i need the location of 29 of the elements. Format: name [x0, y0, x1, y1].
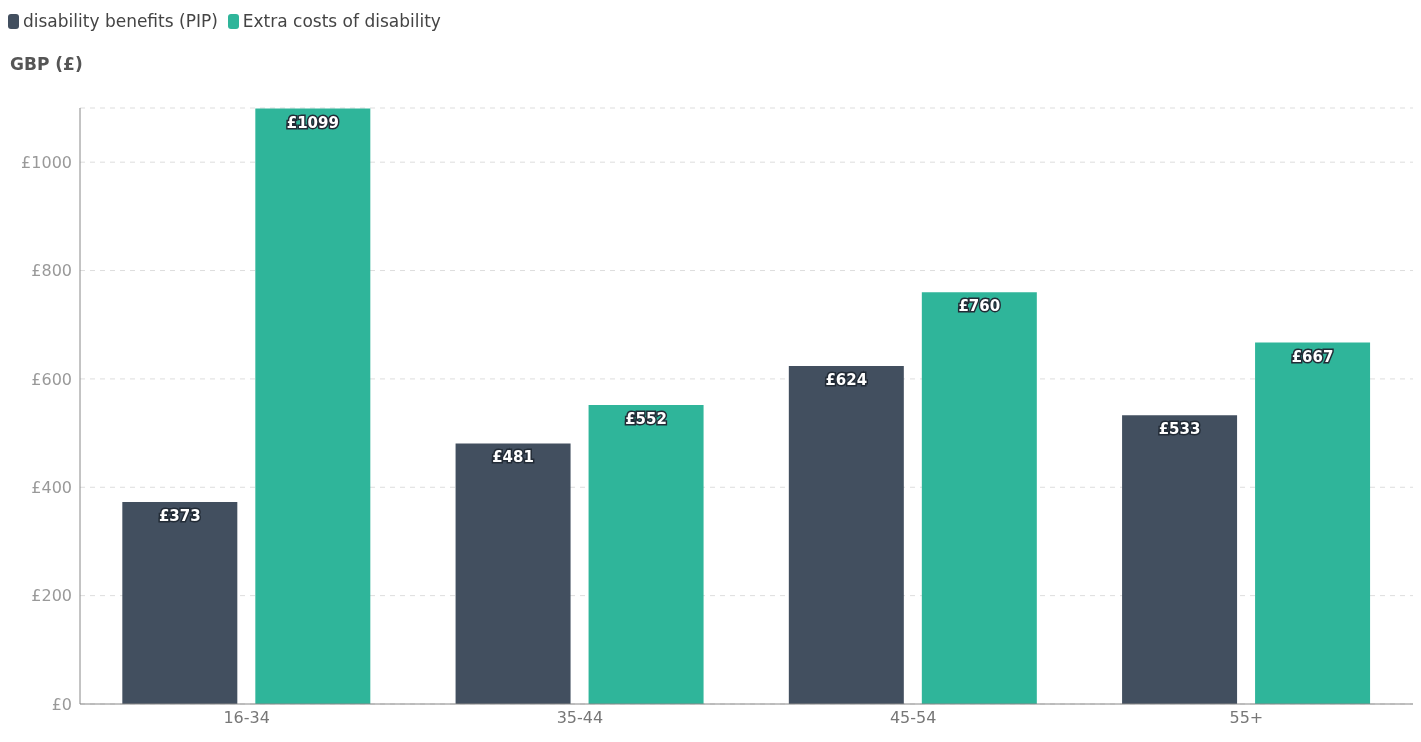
data-label: £533: [1158, 420, 1201, 439]
data-label: £624: [825, 370, 868, 389]
bar: [1255, 342, 1371, 704]
bar: [788, 365, 904, 704]
x-tick-label: 35-44: [556, 708, 604, 728]
y-tick-label: £1000: [21, 152, 72, 172]
y-tick-label: £200: [31, 586, 72, 606]
y-tick-label: £600: [31, 369, 72, 389]
bar: [921, 292, 1037, 704]
bar: [588, 404, 704, 704]
data-label: £481: [492, 448, 534, 467]
y-axis-title: GBP (£): [9, 53, 84, 76]
data-label: £1099: [286, 113, 339, 132]
data-label: £760: [958, 297, 1001, 316]
bar: [122, 501, 238, 704]
data-label: £667: [1291, 347, 1334, 366]
x-tick-label: 55+: [1229, 708, 1264, 728]
x-tick-label: 16-34: [223, 708, 270, 728]
bar: [1122, 415, 1238, 704]
bar: [255, 108, 371, 704]
y-tick-label: £800: [31, 261, 72, 281]
legend-label: Extra costs of disability: [241, 11, 441, 31]
y-tick-label: £0: [51, 694, 72, 714]
y-tick-label: £400: [31, 477, 72, 497]
legend-label: disability benefits (PIP): [22, 11, 218, 31]
data-label: £552: [625, 409, 667, 428]
bar: [455, 443, 571, 704]
data-label: £373: [158, 506, 201, 525]
x-tick-label: 45-54: [889, 708, 937, 728]
